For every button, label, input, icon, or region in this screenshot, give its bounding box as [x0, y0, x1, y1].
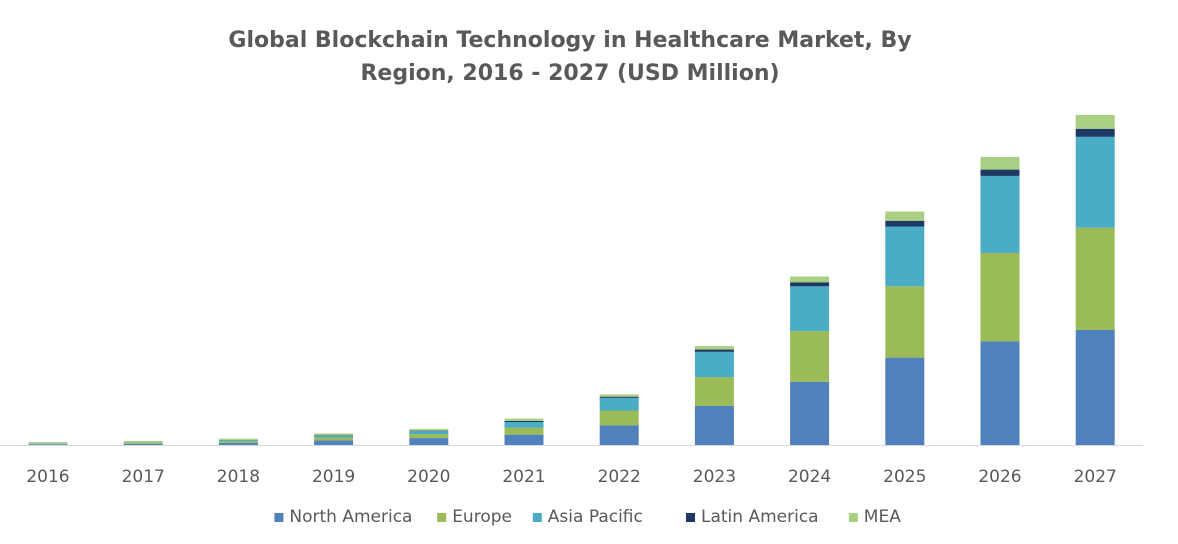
bar-europe-2016: [28, 443, 68, 445]
bar-asia-pacific-2023: [694, 351, 734, 378]
bar-north-america-2017: [123, 443, 163, 445]
bar-latin-america-2020: [409, 430, 449, 432]
bar-latin-america-2023: [694, 349, 734, 352]
bar-asia-pacific-2018: [218, 439, 258, 441]
x-tick-label-2025: 2025: [883, 467, 926, 487]
chart-title: Global Blockchain Technology in Healthca…: [0, 24, 1140, 90]
bar-asia-pacific-2019: [314, 435, 354, 438]
legend-label-mea: MEA: [864, 507, 901, 527]
bar-mea-2021: [504, 418, 544, 421]
bar-north-america-2022: [599, 425, 639, 445]
legend-label-north-america: North America: [289, 507, 412, 527]
bar-mea-2019: [314, 433, 354, 436]
bar-europe-2019: [314, 437, 354, 441]
bar-north-america-2026: [980, 341, 1020, 445]
x-tick-label-2018: 2018: [217, 467, 260, 487]
x-tick-label-2024: 2024: [788, 467, 831, 487]
bar-mea-2026: [980, 156, 1020, 170]
bar-asia-pacific-2021: [504, 422, 544, 428]
bar-latin-america-2026: [980, 169, 1020, 176]
legend-label-asia-pacific: Asia Pacific: [548, 507, 643, 527]
bar-mea-2018: [218, 438, 258, 440]
bar-latin-america-2022: [599, 396, 639, 398]
bar-mea-2020: [409, 428, 449, 431]
legend-swatch-asia-pacific: [532, 513, 542, 522]
bar-asia-pacific-2016: [28, 443, 68, 444]
bar-mea-2016: [28, 442, 68, 444]
bar-north-america-2023: [694, 405, 734, 445]
bar-europe-2024: [790, 331, 830, 382]
bar-latin-america-2024: [790, 282, 830, 287]
bar-europe-2023: [694, 377, 734, 406]
chart-title-line-1: Global Blockchain Technology in Healthca…: [228, 28, 912, 53]
legend-swatch-latin-america: [686, 513, 695, 522]
legend-swatch-north-america: [274, 513, 284, 522]
bar-mea-2022: [599, 394, 639, 397]
bar-mea-2025: [885, 211, 925, 221]
x-tick-label-2016: 2016: [26, 467, 69, 487]
bar-north-america-2016: [28, 444, 68, 445]
bar-asia-pacific-2020: [409, 431, 449, 435]
bar-asia-pacific-2024: [790, 286, 830, 332]
bar-north-america-2027: [1075, 330, 1115, 445]
bar-north-america-2018: [218, 442, 258, 445]
bar-asia-pacific-2027: [1075, 136, 1115, 228]
bar-latin-america-2025: [885, 220, 925, 227]
x-tick-label-2023: 2023: [693, 467, 736, 487]
bar-north-america-2021: [504, 434, 544, 445]
bar-latin-america-2021: [504, 420, 544, 422]
bar-asia-pacific-2026: [980, 175, 1020, 253]
bar-asia-pacific-2017: [123, 442, 163, 443]
bar-europe-2022: [599, 410, 639, 426]
bar-mea-2023: [694, 346, 734, 350]
x-tick-label-2019: 2019: [312, 467, 355, 487]
legend-label-europe: Europe: [452, 507, 512, 527]
bar-europe-2018: [218, 440, 258, 443]
bar-europe-2021: [504, 427, 544, 435]
bar-europe-2026: [980, 252, 1020, 342]
x-tick-label-2020: 2020: [407, 467, 450, 487]
bar-europe-2017: [123, 442, 163, 444]
bar-mea-2027: [1075, 114, 1115, 129]
bar-mea-2024: [790, 276, 830, 283]
x-tick-label-2027: 2027: [1074, 467, 1117, 487]
x-tick-label-2017: 2017: [122, 467, 165, 487]
bar-north-america-2025: [885, 357, 925, 445]
bar-latin-america-2019: [314, 435, 354, 436]
chart-title-line-2: Region, 2016 - 2027 (USD Million): [360, 61, 780, 86]
bar-mea-2017: [123, 440, 163, 443]
bar-latin-america-2027: [1075, 128, 1115, 137]
bar-north-america-2019: [314, 440, 354, 445]
bar-north-america-2020: [409, 438, 449, 445]
bar-north-america-2024: [790, 381, 830, 445]
bar-europe-2025: [885, 286, 925, 358]
bar-asia-pacific-2022: [599, 397, 639, 411]
legend-swatch-mea: [848, 513, 858, 522]
x-tick-label-2022: 2022: [598, 467, 641, 487]
x-tick-label-2026: 2026: [978, 467, 1021, 487]
legend-label-latin-america: Latin America: [701, 507, 819, 527]
bar-europe-2020: [409, 434, 449, 439]
bar-europe-2027: [1075, 227, 1115, 330]
legend-swatch-europe: [437, 513, 447, 522]
bar-asia-pacific-2025: [885, 226, 925, 287]
x-tick-label-2021: 2021: [502, 467, 545, 487]
